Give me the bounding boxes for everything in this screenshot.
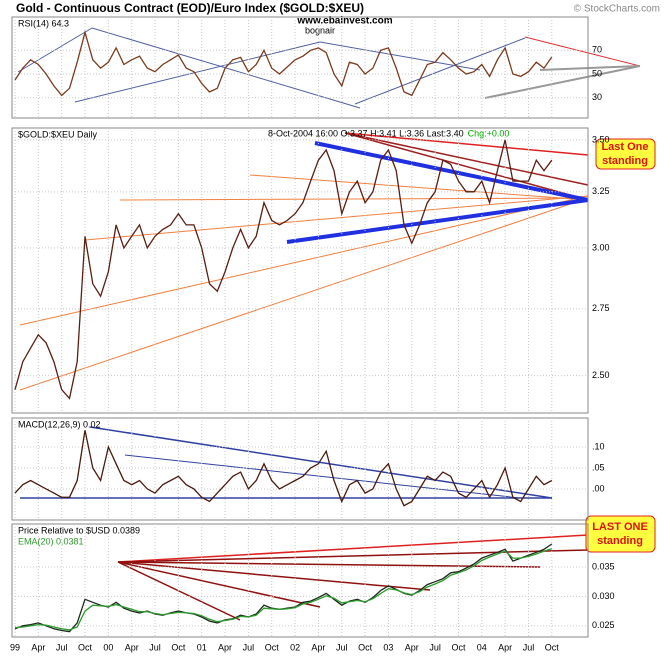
x-tick-label: 00 (103, 642, 113, 652)
quote: 8-Oct-2004 16:00 O:3.37 H:3.41 L:3.36 La… (268, 128, 464, 138)
y-tick-label: 70 (592, 45, 602, 55)
x-tick-label: Jul (56, 642, 68, 652)
change: Chg:+0.00 (468, 128, 510, 138)
annotation: standing (602, 155, 648, 167)
y-tick-label: 2.75 (592, 303, 610, 313)
y-tick-label: 0.035 (592, 561, 615, 571)
x-tick-label: Oct (358, 642, 373, 652)
annotation: standing (597, 535, 643, 547)
watermark: www.ebainvest.com (296, 16, 392, 27)
y-tick-label: 50 (592, 68, 602, 78)
x-tick-label: Oct (265, 642, 280, 652)
y-tick-label: 3.00 (592, 242, 610, 252)
series-label: RSI(14) 64.3 (18, 18, 69, 28)
panel-frame (11, 523, 589, 638)
series-label: EMA(20) 0.0381 (18, 536, 84, 546)
x-tick-label: Apr (405, 642, 419, 652)
annotation: Last One (601, 141, 648, 153)
chart-title: Gold - Continuous Contract (EOD)/Euro In… (16, 1, 364, 15)
annotation-box (595, 138, 656, 170)
y-tick-label: .05 (592, 462, 605, 472)
x-tick-label: 01 (197, 642, 207, 652)
x-tick-label: 03 (383, 642, 393, 652)
x-tick-label: Apr (498, 642, 512, 652)
x-tick-label: Oct (451, 642, 466, 652)
x-tick-label: Jul (149, 642, 161, 652)
series-line (14, 548, 552, 631)
y-tick-label: .10 (592, 441, 605, 451)
trendlines (17, 27, 641, 621)
panel-frame (11, 127, 589, 414)
x-tick-label: 99 (10, 642, 20, 652)
x-tick-label: Apr (218, 642, 232, 652)
copyright: © StockCharts.com (574, 4, 660, 15)
y-tick-label: 30 (592, 92, 602, 102)
x-tick-label: Oct (78, 642, 93, 652)
x-tick-label: Jul (523, 642, 535, 652)
series-label: Price Relative to $USD 0.0389 (18, 525, 140, 535)
y-tick-label: 3.25 (592, 186, 610, 196)
series-line (14, 139, 553, 400)
panel-frame (11, 16, 589, 119)
series-line (14, 29, 553, 97)
author: bognair (305, 25, 335, 35)
x-tick-label: Apr (125, 642, 139, 652)
x-tick-label: Jul (429, 642, 441, 652)
x-tick-label: 04 (477, 642, 487, 652)
series-label: MACD(12,26,9) 0.02 (18, 419, 101, 429)
x-tick-label: Jul (243, 642, 255, 652)
x-tick-label: 02 (290, 642, 300, 652)
x-tick-label: Apr (31, 642, 45, 652)
panel-frame (11, 417, 589, 521)
x-tick-label: Oct (171, 642, 186, 652)
series-line (14, 430, 553, 507)
y-tick-label: .00 (592, 483, 605, 493)
annotation: LAST ONE (592, 521, 648, 533)
y-tick-label: 3.50 (592, 134, 610, 144)
y-tick-label: 0.030 (592, 591, 615, 601)
annotation-box (585, 515, 656, 553)
x-tick-label: Jul (336, 642, 348, 652)
x-tick-label: Oct (545, 642, 560, 652)
x-tick-label: Apr (311, 642, 325, 652)
y-tick-label: 0.025 (592, 620, 615, 630)
y-tick-label: 2.50 (592, 370, 610, 380)
series-label: $GOLD:$XEU Daily (18, 129, 98, 139)
